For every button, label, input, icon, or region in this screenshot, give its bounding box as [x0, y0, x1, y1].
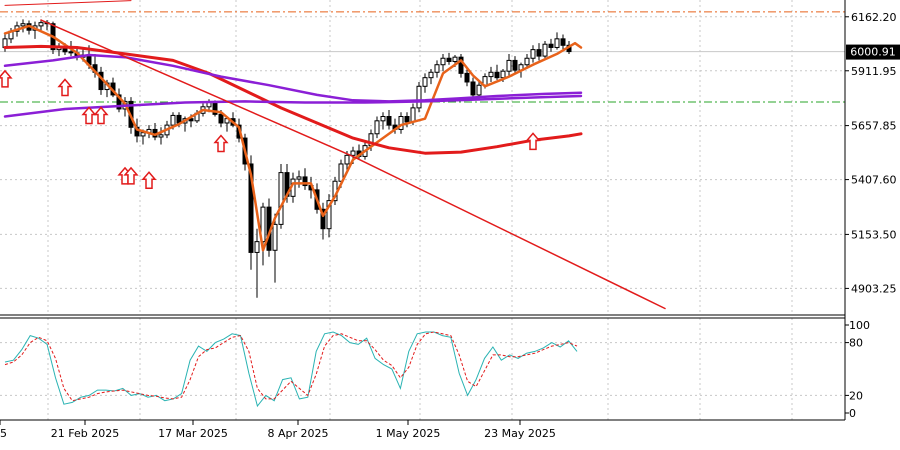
- candle-body: [404, 116, 410, 123]
- candle-body: [374, 120, 380, 135]
- up-arrow-signal-icon: [141, 171, 157, 189]
- candle-body: [116, 94, 122, 110]
- up-arrow-signal-icon: [213, 134, 229, 153]
- price-axis: 6162.20 5911.95 5657.85 5407.60 5153.50 4903.…: [845, 11, 897, 295]
- candle-body: [38, 22, 44, 27]
- candle-body: [320, 208, 326, 230]
- up-arrow-signal-icon: [123, 166, 139, 185]
- candle-body: [350, 150, 356, 156]
- last-price-label: 6000.91: [850, 46, 896, 59]
- candle-body: [326, 200, 332, 230]
- candle-body: [278, 172, 284, 225]
- stochastic-tick-label: 0: [849, 407, 856, 420]
- time-tick-label: 25: [0, 427, 7, 440]
- candle-body: [140, 132, 146, 137]
- stochastic-tick-label: 100: [849, 319, 870, 332]
- price-panel: [0, 0, 845, 315]
- candle-body: [272, 223, 278, 251]
- stochastic-line: [4, 331, 578, 402]
- candle-body: [476, 84, 482, 96]
- stochastic-grid: [0, 318, 845, 420]
- time-tick-label: 23 May 2025: [484, 427, 556, 440]
- up-arrow-signal-icon: [93, 106, 109, 125]
- candle-body: [464, 72, 470, 83]
- indicator-line: [40, 19, 666, 310]
- last-price-tag: 6000.91: [846, 44, 900, 60]
- time-tick-label: 1 May 2025: [376, 427, 441, 440]
- candle-body: [488, 71, 494, 78]
- stochastic-line: [4, 331, 578, 408]
- price-tick-label: 5657.85: [851, 120, 897, 133]
- candle-body: [458, 56, 464, 74]
- candle-body: [512, 59, 518, 71]
- candle-body: [260, 206, 266, 243]
- up-arrow-signal-icon: [57, 78, 73, 97]
- candle-body: [20, 23, 26, 27]
- indicator-lines: [3, 0, 666, 310]
- price-tick-label: 5911.95: [851, 65, 897, 78]
- price-tick-label: 6162.20: [851, 11, 897, 24]
- candle-body: [344, 154, 350, 165]
- price-tick-label: 5407.60: [851, 174, 897, 187]
- candle-body: [218, 113, 224, 124]
- time-tick-label: 8 Apr 2025: [267, 427, 328, 440]
- indicator-line: [3, 24, 583, 252]
- candle-body: [254, 241, 260, 253]
- price-tick-label: 4903.25: [851, 282, 897, 295]
- candle-body: [494, 71, 500, 79]
- candle-body: [188, 118, 194, 122]
- candle-body: [302, 176, 308, 187]
- candle-body: [524, 57, 530, 66]
- price-grid: [0, 0, 845, 315]
- stochastic-tick-label: 80: [849, 337, 863, 350]
- candle-body: [428, 71, 434, 79]
- time-tick-label: 21 Feb 2025: [51, 427, 119, 440]
- candle-body: [530, 49, 536, 59]
- candle-body: [434, 64, 440, 73]
- chart-frame: [0, 0, 846, 421]
- candle-body: [506, 59, 512, 72]
- stochastic-panel: [0, 318, 845, 420]
- up-arrow-signal-icon: [525, 132, 541, 151]
- indicator-line: [3, 53, 583, 103]
- candle-body: [554, 38, 560, 48]
- candle-body: [440, 57, 446, 66]
- candle-body: [68, 51, 74, 54]
- candle-body: [380, 116, 386, 122]
- candle-body: [542, 43, 548, 57]
- candle-body: [452, 56, 458, 62]
- candle-body: [386, 116, 392, 126]
- candle-body: [560, 38, 566, 46]
- candle-body: [446, 57, 452, 62]
- indicator-line: [3, 94, 583, 118]
- time-axis: 25 21 Feb 2025 17 Mar 2025 8 Apr 2025 1 May …: [0, 420, 556, 440]
- indicator-line: [3, 44, 583, 155]
- candle-body: [500, 70, 506, 79]
- time-tick-label: 17 Mar 2025: [158, 427, 228, 440]
- stochastic-lines: [4, 331, 578, 408]
- candle-body: [470, 81, 476, 96]
- candle-body: [338, 163, 344, 182]
- signal-arrows: [0, 69, 541, 189]
- candle-body: [248, 163, 254, 253]
- candle-body: [296, 176, 302, 180]
- candle-body: [398, 116, 404, 130]
- candle-body: [170, 114, 176, 126]
- price-tick-label: 5153.50: [851, 228, 897, 241]
- candle-body: [416, 85, 422, 109]
- candle-body: [548, 43, 554, 48]
- candle-body: [158, 134, 164, 138]
- up-arrow-signal-icon: [0, 69, 13, 88]
- candle-body: [536, 49, 542, 57]
- candle-body: [410, 107, 416, 123]
- stochastic-tick-label: 20: [849, 389, 863, 402]
- last-price-box: [846, 44, 900, 60]
- candle-body: [422, 77, 428, 87]
- indicator-line: [4, 0, 132, 6]
- stochastic-axis: 100 80 20 0: [845, 319, 870, 420]
